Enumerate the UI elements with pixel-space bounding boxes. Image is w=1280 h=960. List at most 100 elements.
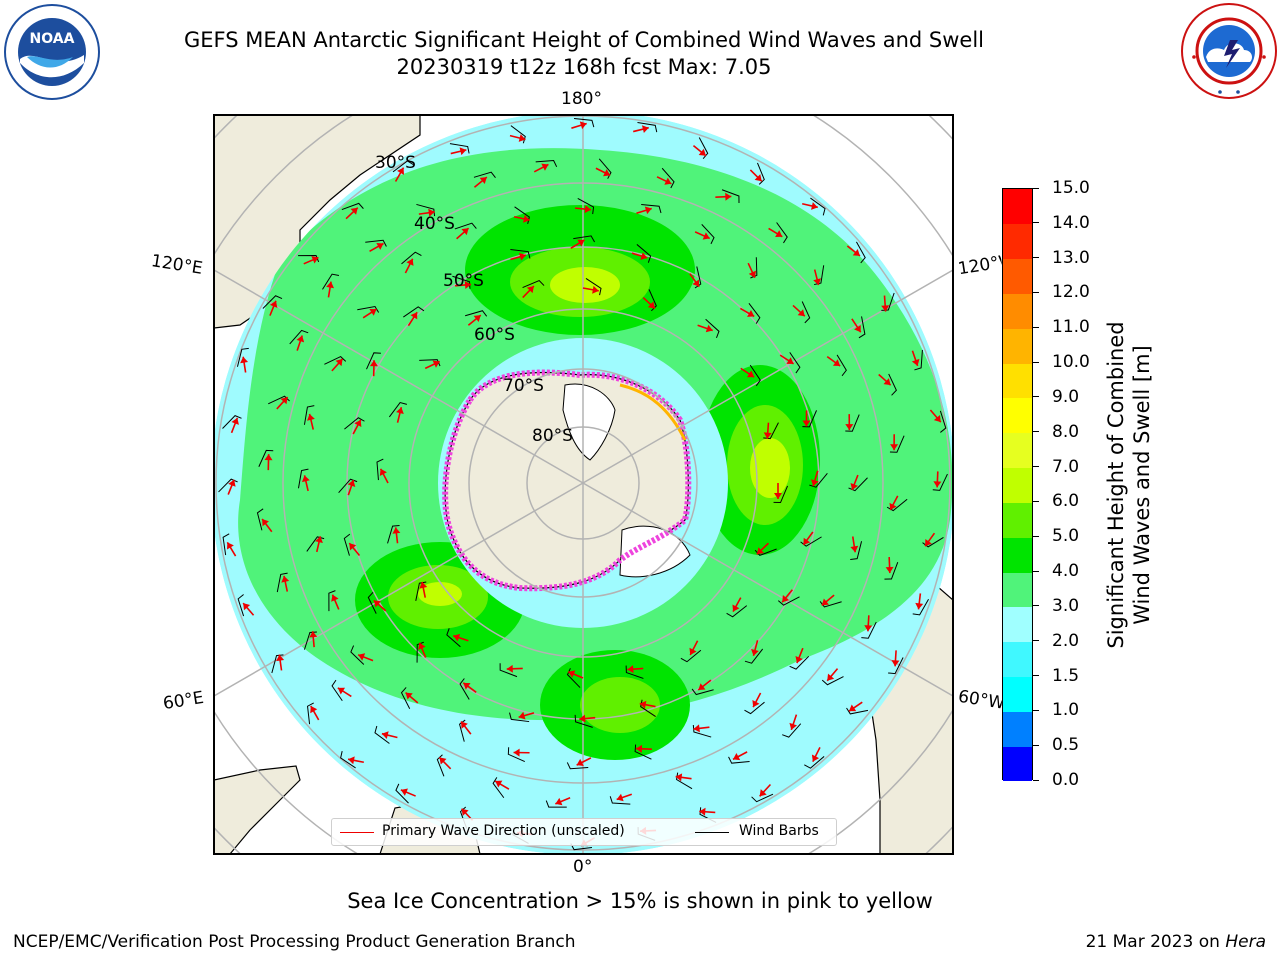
- wave-arrow-head: [369, 360, 378, 367]
- wind-barb: [331, 679, 343, 702]
- map-frame: [213, 114, 954, 855]
- wave-arrow-head: [627, 665, 634, 674]
- wind-barb: [801, 301, 811, 324]
- wind-barb: [366, 352, 381, 370]
- colorbar-tick: [1033, 291, 1039, 293]
- wind-barb: [365, 239, 387, 247]
- wave-arrow-head: [689, 647, 697, 655]
- wave-arrow-head: [479, 177, 487, 185]
- credit-text: NCEP/EMC/Verification Post Processing Pr…: [13, 932, 576, 952]
- wave-arrow-head: [675, 773, 683, 782]
- wave-arrow-head: [925, 538, 932, 547]
- colorbar-tick: [1033, 744, 1039, 746]
- wind-barb: [800, 536, 822, 547]
- wave-arrow-head: [640, 252, 648, 260]
- wind-barb: [510, 248, 531, 259]
- colorbar-segment: [1003, 606, 1032, 643]
- colorbar-tick: [1033, 605, 1039, 607]
- wave-arrow-head: [748, 270, 757, 278]
- wave-arrow-head: [576, 758, 584, 766]
- wave-arrow-head: [881, 305, 890, 312]
- wave-arrow-head: [459, 147, 467, 156]
- colorbar-tick-label: 1.0: [1052, 700, 1080, 721]
- lat-label-50s: 50°S: [443, 271, 484, 291]
- wind-barb: [675, 772, 693, 790]
- wave-arrow-head: [603, 169, 611, 177]
- wind-barb: [449, 143, 470, 154]
- chart-title: GEFS MEAN Antarctic Significant Height o…: [183, 28, 985, 52]
- wind-barb: [886, 498, 908, 512]
- colorbar-tick-label: 11.0: [1052, 317, 1090, 338]
- wind-barb: [298, 254, 320, 263]
- wave-arrow-head: [264, 454, 273, 461]
- wave-arrow-head: [262, 519, 269, 527]
- wind-barb: [726, 605, 748, 618]
- wave-arrow-head: [519, 252, 526, 261]
- wave-arrow-head: [461, 808, 469, 816]
- colorbar-segment: [1003, 363, 1032, 399]
- wind-barb: [350, 645, 365, 665]
- wave-arrow-head: [786, 357, 794, 364]
- wave-arrow-head: [243, 603, 251, 611]
- wind-barb: [754, 548, 777, 556]
- wind-barb: [819, 601, 842, 608]
- colorbar-tick-label: 13.0: [1052, 247, 1090, 268]
- wave-arrow-head: [635, 744, 643, 753]
- colorbar-title-line1: Significant Height of Combined: [1104, 321, 1128, 649]
- wave-arrow-head: [523, 214, 530, 223]
- wind-barb: [914, 349, 923, 371]
- wave-arrow-head: [555, 797, 563, 806]
- wave-arrow-head: [821, 598, 829, 606]
- wind-barb: [401, 251, 422, 265]
- wind-barb: [789, 655, 810, 670]
- wind-barb: [507, 747, 525, 763]
- noaa-logo-text: NOAA: [30, 31, 75, 47]
- wave-arrow-head: [419, 581, 428, 589]
- colorbar-tick: [1033, 709, 1039, 711]
- wind-barb: [749, 364, 761, 387]
- colorbar-segment: [1003, 189, 1032, 225]
- wind-barb: [932, 473, 948, 491]
- wave-direction-arrows: [226, 121, 942, 847]
- wind-barb: [340, 750, 356, 769]
- wind-barb: [499, 663, 518, 678]
- wave-arrow-head: [915, 602, 924, 610]
- wave-arrow-head: [495, 780, 503, 788]
- wave-arrow-head: [358, 653, 366, 661]
- wave-arrow-head: [461, 228, 469, 236]
- wind-barb: [416, 203, 436, 217]
- wind-barb: [566, 762, 589, 770]
- wind-barb: [459, 678, 470, 700]
- wave-arrow-head: [647, 301, 655, 309]
- wave-arrow-head: [733, 753, 741, 761]
- wave-arrow-head: [405, 692, 413, 700]
- wind-barb: [763, 422, 779, 440]
- wave-arrow-head: [296, 335, 305, 343]
- colorbar-tick-label: 4.0: [1052, 561, 1080, 582]
- wave-arrow-head: [797, 309, 805, 317]
- wind-barb: [465, 310, 488, 317]
- wind-barb: [636, 244, 652, 263]
- colorbar-tick: [1033, 675, 1039, 677]
- wind-barb: [939, 410, 947, 433]
- date-host: Hera: [1225, 932, 1266, 952]
- wind-barb: [258, 449, 274, 467]
- wave-arrow-head: [802, 420, 811, 427]
- wave-arrow-head: [309, 631, 318, 638]
- wind-barb: [776, 222, 788, 244]
- wind-barb: [577, 198, 595, 215]
- wave-arrow-head: [811, 202, 818, 210]
- wave-arrow-head: [513, 748, 520, 757]
- wave-arrow-head: [852, 249, 860, 256]
- wind-barb: [721, 189, 740, 204]
- wave-arrow-head: [369, 308, 377, 316]
- colorbar-tick-label: 0.5: [1052, 735, 1080, 756]
- wave-arrow-head: [584, 205, 592, 214]
- wave-arrow-head: [579, 121, 587, 130]
- wave-arrow-head: [705, 324, 713, 333]
- wave-arrow-head: [281, 575, 290, 583]
- colorbar-tick: [1033, 570, 1039, 572]
- wave-arrow-head: [541, 163, 549, 171]
- map-legend: Primary Wave Direction (unscaled) Wind B…: [331, 818, 837, 846]
- nws-logo: [1181, 3, 1277, 99]
